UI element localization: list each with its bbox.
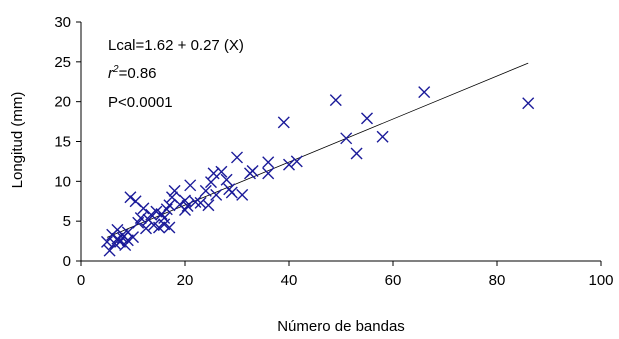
x-axis-title: Número de bandas xyxy=(277,318,405,335)
data-point xyxy=(290,155,303,168)
data-point xyxy=(277,116,290,129)
x-ticks: 0 20 40 60 80 100 xyxy=(77,261,614,289)
data-point xyxy=(127,231,139,244)
data-point xyxy=(160,203,173,216)
regression-line xyxy=(106,62,529,238)
y-tick-label: 10 xyxy=(54,173,71,190)
data-point xyxy=(153,221,165,234)
data-point xyxy=(220,173,233,186)
data-markers xyxy=(101,86,535,257)
data-point xyxy=(163,221,176,234)
data-point xyxy=(246,164,259,177)
data-point xyxy=(199,184,212,197)
data-point xyxy=(350,147,363,160)
data-point xyxy=(236,188,249,201)
y-tick-label: 5 xyxy=(63,213,71,230)
data-point xyxy=(283,158,295,171)
data-point xyxy=(329,94,342,107)
x-tick-label: 0 xyxy=(77,272,85,289)
data-point xyxy=(124,191,137,204)
r-squared-value: =0.86 xyxy=(119,65,157,82)
x-tick-label: 100 xyxy=(588,272,613,289)
data-point xyxy=(210,188,223,201)
data-point xyxy=(134,211,147,224)
data-point xyxy=(103,244,116,257)
data-point xyxy=(205,176,217,189)
data-point xyxy=(140,222,152,235)
data-point xyxy=(158,218,171,231)
r-symbol: r xyxy=(108,65,114,82)
data-point xyxy=(137,202,150,215)
y-tick-label: 0 xyxy=(63,253,71,270)
y-axis-title: Longitud (mm) xyxy=(9,92,26,189)
data-point xyxy=(361,112,373,125)
data-point xyxy=(101,235,113,248)
x-tick-label: 20 xyxy=(177,272,194,289)
x-tick-label: 60 xyxy=(385,272,402,289)
x-tick-label: 80 xyxy=(489,272,506,289)
y-tick-label: 15 xyxy=(54,134,71,151)
plot-area: 0 20 40 60 80 100 0 5 10 15 20 25 30 xyxy=(54,14,613,289)
data-point xyxy=(376,130,389,143)
y-tick-label: 20 xyxy=(54,94,71,111)
data-point xyxy=(189,196,202,209)
y-ticks: 0 5 10 15 20 25 30 xyxy=(54,14,81,270)
data-point xyxy=(231,151,243,164)
y-tick-label: 30 xyxy=(54,14,71,31)
data-point xyxy=(262,167,275,180)
data-point xyxy=(202,199,215,212)
data-point xyxy=(168,184,181,197)
data-point xyxy=(522,97,535,110)
data-point xyxy=(262,156,275,169)
data-point xyxy=(121,234,134,247)
data-point xyxy=(181,200,194,213)
x-tick-label: 40 xyxy=(281,272,298,289)
data-point xyxy=(163,199,176,212)
y-tick-label: 25 xyxy=(54,54,71,71)
data-point xyxy=(418,86,431,99)
r-squared-label: r2=0.86 xyxy=(108,64,157,82)
r-superscript: 2 xyxy=(112,64,119,75)
data-point xyxy=(225,186,238,199)
data-point xyxy=(340,132,353,145)
data-point xyxy=(215,165,228,178)
data-point xyxy=(194,196,207,209)
data-point xyxy=(145,208,158,221)
equation-label: Lcal=1.62 + 0.27 (X) xyxy=(108,37,244,54)
data-point xyxy=(179,204,191,217)
data-point xyxy=(184,179,197,192)
p-value-label: P<0.0001 xyxy=(108,94,173,111)
data-point xyxy=(207,167,220,180)
